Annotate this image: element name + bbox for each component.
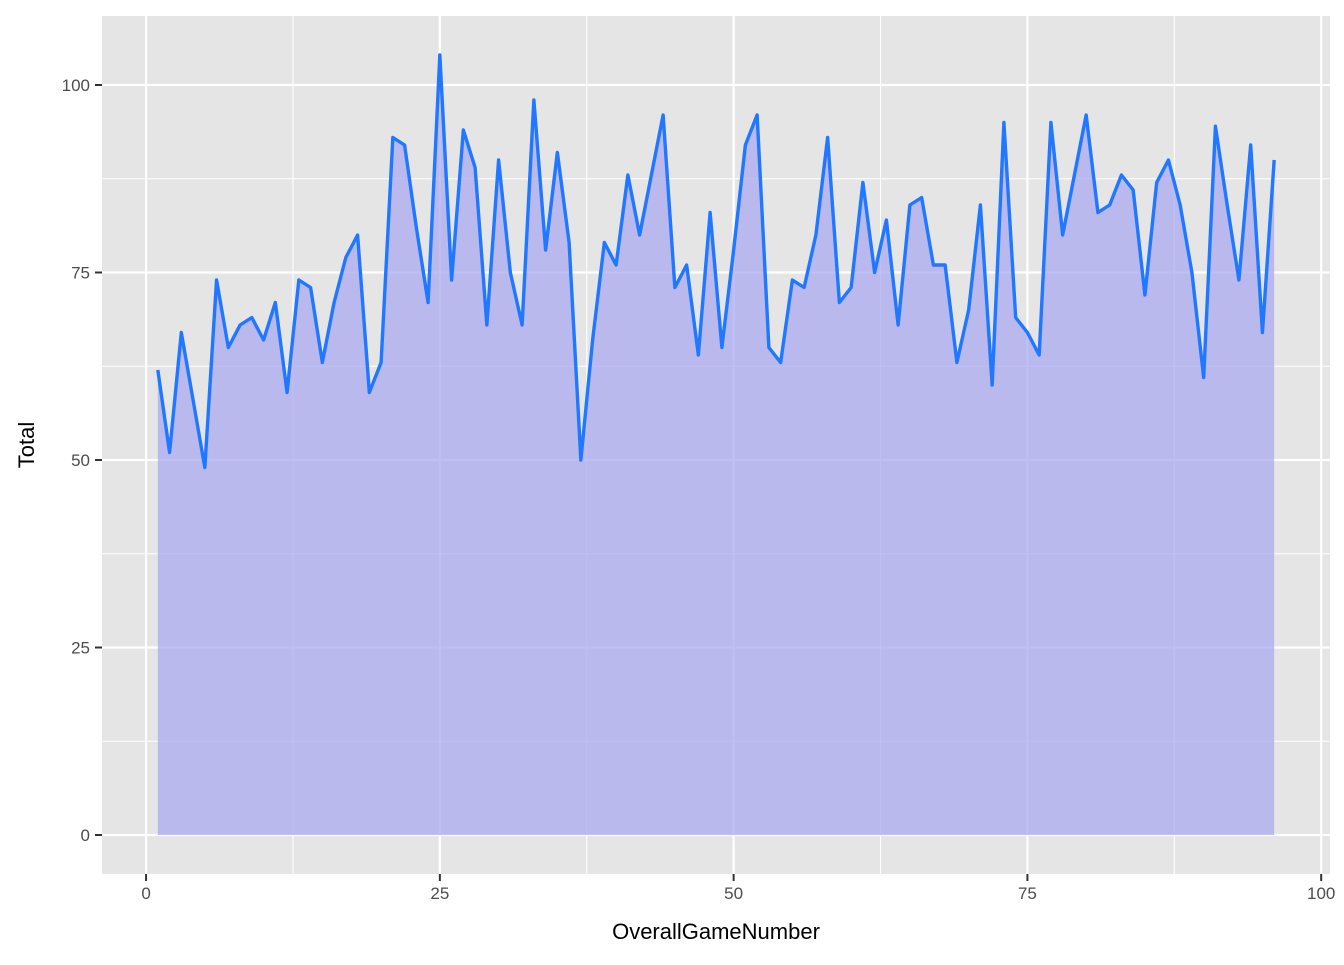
x-tick-label: 50 xyxy=(724,884,743,903)
x-tick-label: 25 xyxy=(430,884,449,903)
y-tick-label: 0 xyxy=(81,826,90,845)
x-axis-title: OverallGameNumber xyxy=(612,919,820,944)
y-axis: 0 25 50 75 100 xyxy=(62,76,102,845)
y-tick-label: 75 xyxy=(71,264,90,283)
x-axis: 0 25 50 75 100 xyxy=(141,874,1335,903)
x-tick-label: 75 xyxy=(1018,884,1037,903)
x-tick-label: 0 xyxy=(141,884,150,903)
y-tick-label: 100 xyxy=(62,76,90,95)
x-tick-label: 100 xyxy=(1307,884,1335,903)
y-axis-title: Total xyxy=(14,422,39,468)
y-tick-label: 50 xyxy=(71,451,90,470)
y-tick-label: 25 xyxy=(71,639,90,658)
